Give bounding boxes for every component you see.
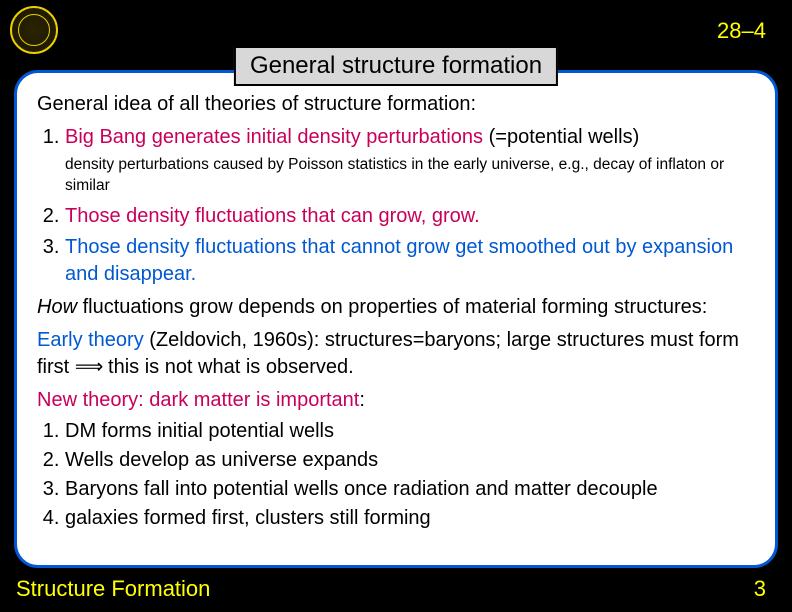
early-theory-paragraph: Early theory (Zeldovich, 1960s): structu… <box>37 327 755 381</box>
main-list: Big Bang generates initial density pertu… <box>37 124 755 151</box>
seal-logo <box>10 6 58 54</box>
new-tail: : <box>359 389 365 411</box>
new-theory-paragraph: New theory: dark matter is important: <box>37 387 755 414</box>
list1-item2-text: Those density fluctuations that can grow… <box>65 205 480 227</box>
how-ital: How <box>37 296 77 318</box>
slide-title: General structure formation <box>234 46 558 86</box>
how-paragraph: How fluctuations grow depends on propert… <box>37 294 755 321</box>
list1-item1-subnote: density perturbations caused by Poisson … <box>37 155 755 197</box>
early-label: Early theory <box>37 329 144 351</box>
dm-list: DM forms initial potential wells Wells d… <box>37 418 755 532</box>
new-colon: : <box>138 389 149 411</box>
dm-item2: Wells develop as universe expands <box>65 447 755 474</box>
list1-item3-text: Those density fluctuations that cannot g… <box>65 236 733 285</box>
intro-text: General idea of all theories of structur… <box>37 91 755 118</box>
page-number: 28–4 <box>717 18 766 44</box>
new-label: New theory <box>37 389 138 411</box>
content-box: General idea of all theories of structur… <box>14 70 778 568</box>
list1-item1-black: (=potential wells) <box>483 126 639 148</box>
how-rest: fluctuations grow depends on properties … <box>77 296 707 318</box>
dm-item4: galaxies formed first, clusters still fo… <box>65 505 755 532</box>
list1-item1-red: Big Bang generates initial density pertu… <box>65 126 483 148</box>
dm-item3: Baryons fall into potential wells once r… <box>65 476 755 503</box>
list1-item2: Those density fluctuations that can grow… <box>65 203 755 230</box>
footer-page: 3 <box>754 576 766 602</box>
implies-arrow: ⟹ <box>75 356 103 378</box>
list1-item1: Big Bang generates initial density pertu… <box>65 124 755 151</box>
footer-title: Structure Formation <box>16 576 210 602</box>
early-tail: this is not what is observed. <box>102 356 353 378</box>
new-phrase: dark matter is important <box>149 389 359 411</box>
dm-item1: DM forms initial potential wells <box>65 418 755 445</box>
main-list-cont: Those density fluctuations that can grow… <box>37 203 755 288</box>
list1-item3: Those density fluctuations that cannot g… <box>65 234 755 288</box>
